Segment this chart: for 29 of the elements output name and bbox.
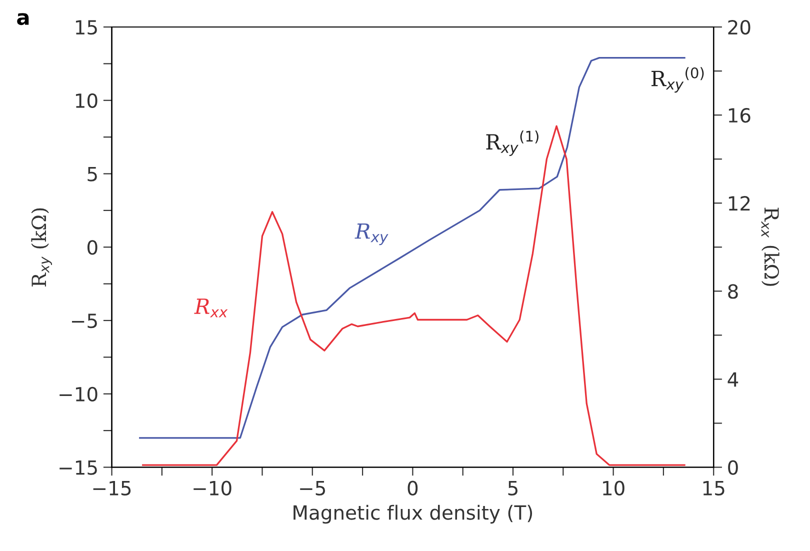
line-series [142,125,686,466]
y-axis-title: R$_{xy}$ (kΩ) [31,208,52,286]
x-tick-label: 5 [508,481,518,496]
y2-tick-label: 8 [728,284,738,299]
y-tick-label: 15 [76,20,97,35]
y2-tick-label: 16 [728,108,750,123]
y2-axis-title: R$_{xx}$ (kΩ) [761,208,780,286]
y2-tick-label: 0 [728,460,738,475]
y-tick-label: −15 [60,460,97,475]
annotation: R$_{xy}$$^{(0)}$ [652,67,704,93]
x-axis-title: Magnetic flux density (T) [294,504,532,524]
y-tick-label: −10 [60,386,98,402]
y-tick-label: 10 [76,93,98,108]
series-label: R$_{xx}$ [194,298,228,318]
y-tick-label: −5 [72,314,97,328]
text: a [17,13,29,26]
line-series [139,56,686,439]
y2-tick-label: 4 [728,372,738,387]
series-label: R$_{xy}$ [354,223,388,246]
x-tick-label: 15 [703,481,724,496]
x-tick-label: 0 [408,480,418,496]
x-tick-label: −10 [194,480,232,496]
y-tick-label: 0 [87,240,98,255]
x-tick-label: 10 [603,480,624,496]
x-tick-label: −5 [300,481,326,496]
annotation: R$_{xy}$$^{(1)}$ [486,130,538,156]
y2-tick-label: 12 [728,196,750,210]
y-tick-label: 5 [88,166,97,182]
y2-tick-label: 20 [728,20,750,35]
